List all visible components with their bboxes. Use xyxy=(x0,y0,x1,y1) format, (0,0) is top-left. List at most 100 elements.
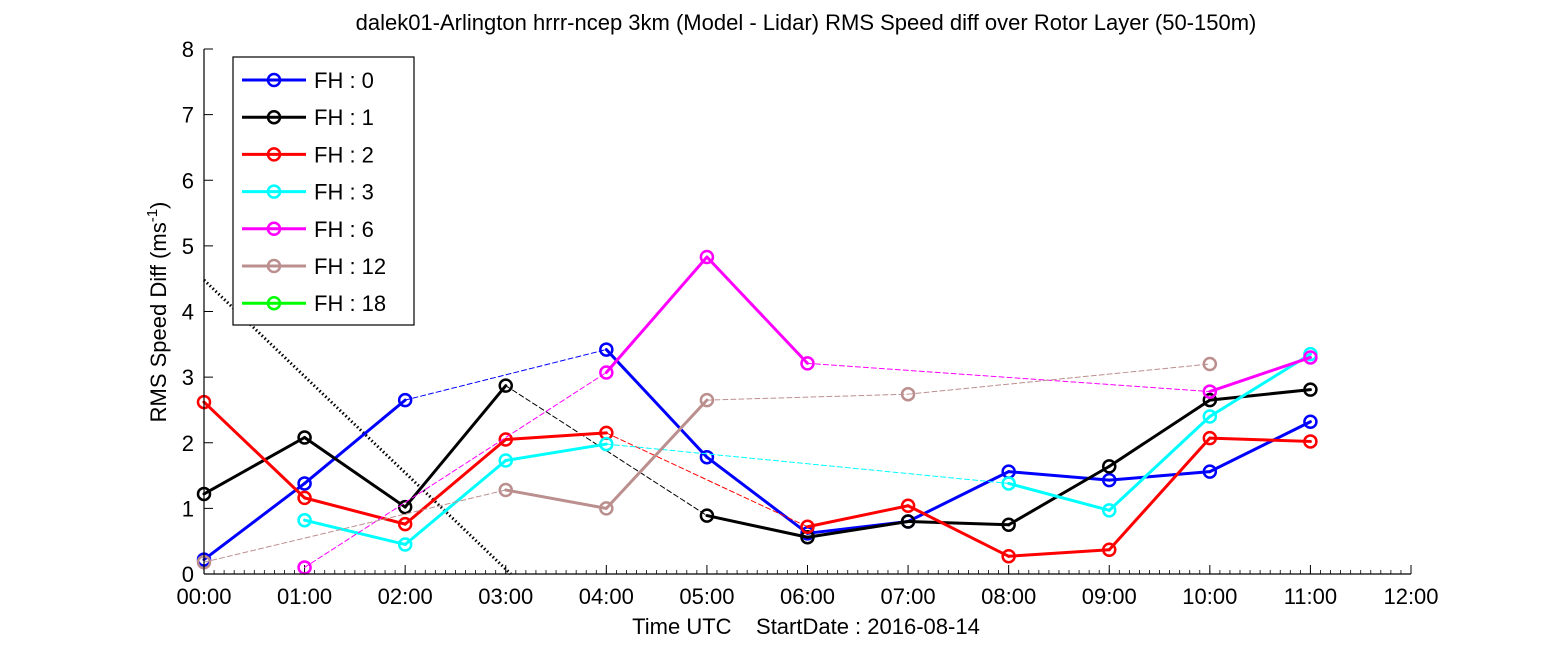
data-point xyxy=(297,490,312,506)
data-point xyxy=(599,365,614,380)
y-axis-label: RMS Speed Diff (ms-1) xyxy=(144,202,171,423)
x-axis-label: Time UTC StartDate : 2016-08-14 xyxy=(632,614,980,639)
axes-lines xyxy=(203,49,1411,575)
series-segment xyxy=(1007,548,1111,558)
legend-marker xyxy=(266,221,282,237)
data-point xyxy=(1303,382,1318,397)
series-1 xyxy=(196,378,1318,545)
y-tick-label: 7 xyxy=(182,103,194,128)
series-gap-segment xyxy=(807,362,1211,393)
chart-title: dalek01-Arlington hrrr-ncep 3km (Model -… xyxy=(356,10,1257,35)
data-point xyxy=(900,514,916,529)
x-tick-label: 02:00 xyxy=(378,584,433,609)
series-segment xyxy=(1107,436,1212,552)
x-tick-label: 07:00 xyxy=(881,584,936,609)
data-point xyxy=(1102,459,1117,474)
y-tick-label: 5 xyxy=(182,234,194,259)
series-segment xyxy=(1107,398,1212,468)
y-tick-label: 0 xyxy=(182,562,194,587)
data-point xyxy=(1001,549,1016,564)
y-axis-label-close: ) xyxy=(146,202,171,209)
data-point xyxy=(1202,356,1218,372)
data-point xyxy=(1202,430,1218,446)
x-tick-label: 10:00 xyxy=(1182,584,1237,609)
legend-item: FH : 18 xyxy=(242,291,386,316)
data-point xyxy=(1202,384,1218,399)
data-point xyxy=(297,512,312,528)
y-tick-label: 2 xyxy=(182,431,194,456)
data-point xyxy=(900,386,916,402)
data-point xyxy=(397,537,413,552)
series-segment xyxy=(705,514,809,539)
series-segment xyxy=(303,436,407,509)
legend-marker xyxy=(266,258,282,274)
series-segment xyxy=(1208,355,1312,394)
series-gap-segment xyxy=(605,432,808,528)
y-axis-label-superscript: -1 xyxy=(144,209,161,222)
data-point xyxy=(1303,434,1318,449)
data-point xyxy=(397,499,413,515)
legend-label: FH : 12 xyxy=(314,254,386,279)
data-point xyxy=(599,342,614,357)
x-tick-label: 09:00 xyxy=(1082,584,1137,609)
data-point xyxy=(800,530,815,545)
series-gap-segment xyxy=(404,349,607,401)
series-segment xyxy=(504,442,608,462)
series-4 xyxy=(297,249,1318,575)
y-tick-label: 4 xyxy=(182,300,194,325)
series-segment xyxy=(202,481,307,562)
data-point xyxy=(397,392,413,408)
series-segment xyxy=(604,255,709,375)
legend-marker xyxy=(266,295,282,311)
data-point xyxy=(1102,472,1117,488)
reference-dotted-line xyxy=(202,278,512,576)
series-segment xyxy=(604,398,709,510)
legend-marker xyxy=(266,184,282,199)
series-segment xyxy=(303,496,407,526)
data-point xyxy=(699,508,715,523)
data-point xyxy=(1102,503,1117,518)
data-point xyxy=(397,516,413,532)
x-tick-label: 00:00 xyxy=(176,584,231,609)
y-tick-label: 8 xyxy=(182,37,194,62)
data-point xyxy=(800,519,815,534)
data-point xyxy=(800,356,815,371)
legend-item: FH : 12 xyxy=(242,254,386,279)
series-segment xyxy=(906,520,1011,527)
series-segment xyxy=(1208,388,1312,402)
data-point xyxy=(699,249,715,265)
series-segment xyxy=(202,436,307,496)
data-point xyxy=(297,430,312,445)
legend-label: FH : 18 xyxy=(314,291,386,316)
series-gap-segment xyxy=(907,363,1211,395)
series-segment xyxy=(303,518,407,546)
y-tick-label: 1 xyxy=(182,496,194,521)
data-point xyxy=(498,453,513,468)
y-tick-labels: 0 1 2 3 4 5 6 7 8 xyxy=(182,37,194,587)
series-segment xyxy=(202,400,307,500)
series-segment xyxy=(604,348,709,459)
y-tick-label: 6 xyxy=(182,168,194,193)
data-point xyxy=(599,436,614,452)
series-gap-segment xyxy=(304,372,607,568)
legend: FH : 0 FH : 1 FH : 2 FH : 3 FH : 6 FH : 12 FH … xyxy=(232,56,415,326)
series-2 xyxy=(196,394,1318,564)
x-tick-label: 11:00 xyxy=(1284,584,1337,609)
data-point xyxy=(699,392,715,408)
series-segment xyxy=(403,384,508,509)
legend-item: FH : 2 xyxy=(242,142,374,167)
series-segment xyxy=(705,255,809,365)
series-5 xyxy=(196,356,1218,570)
legend-box xyxy=(232,56,415,326)
x-tick-label: 08:00 xyxy=(981,584,1036,609)
data-point xyxy=(1001,517,1016,533)
series-lines xyxy=(196,249,1318,576)
x-tick-label: 12:00 xyxy=(1383,584,1438,609)
series-gap-segment xyxy=(605,443,1010,484)
data-point xyxy=(1303,350,1318,365)
legend-label: FH : 2 xyxy=(314,142,374,167)
y-axis-label-main: RMS Speed Diff (ms xyxy=(146,222,171,422)
data-point xyxy=(1102,542,1117,557)
series-segment xyxy=(705,455,809,535)
